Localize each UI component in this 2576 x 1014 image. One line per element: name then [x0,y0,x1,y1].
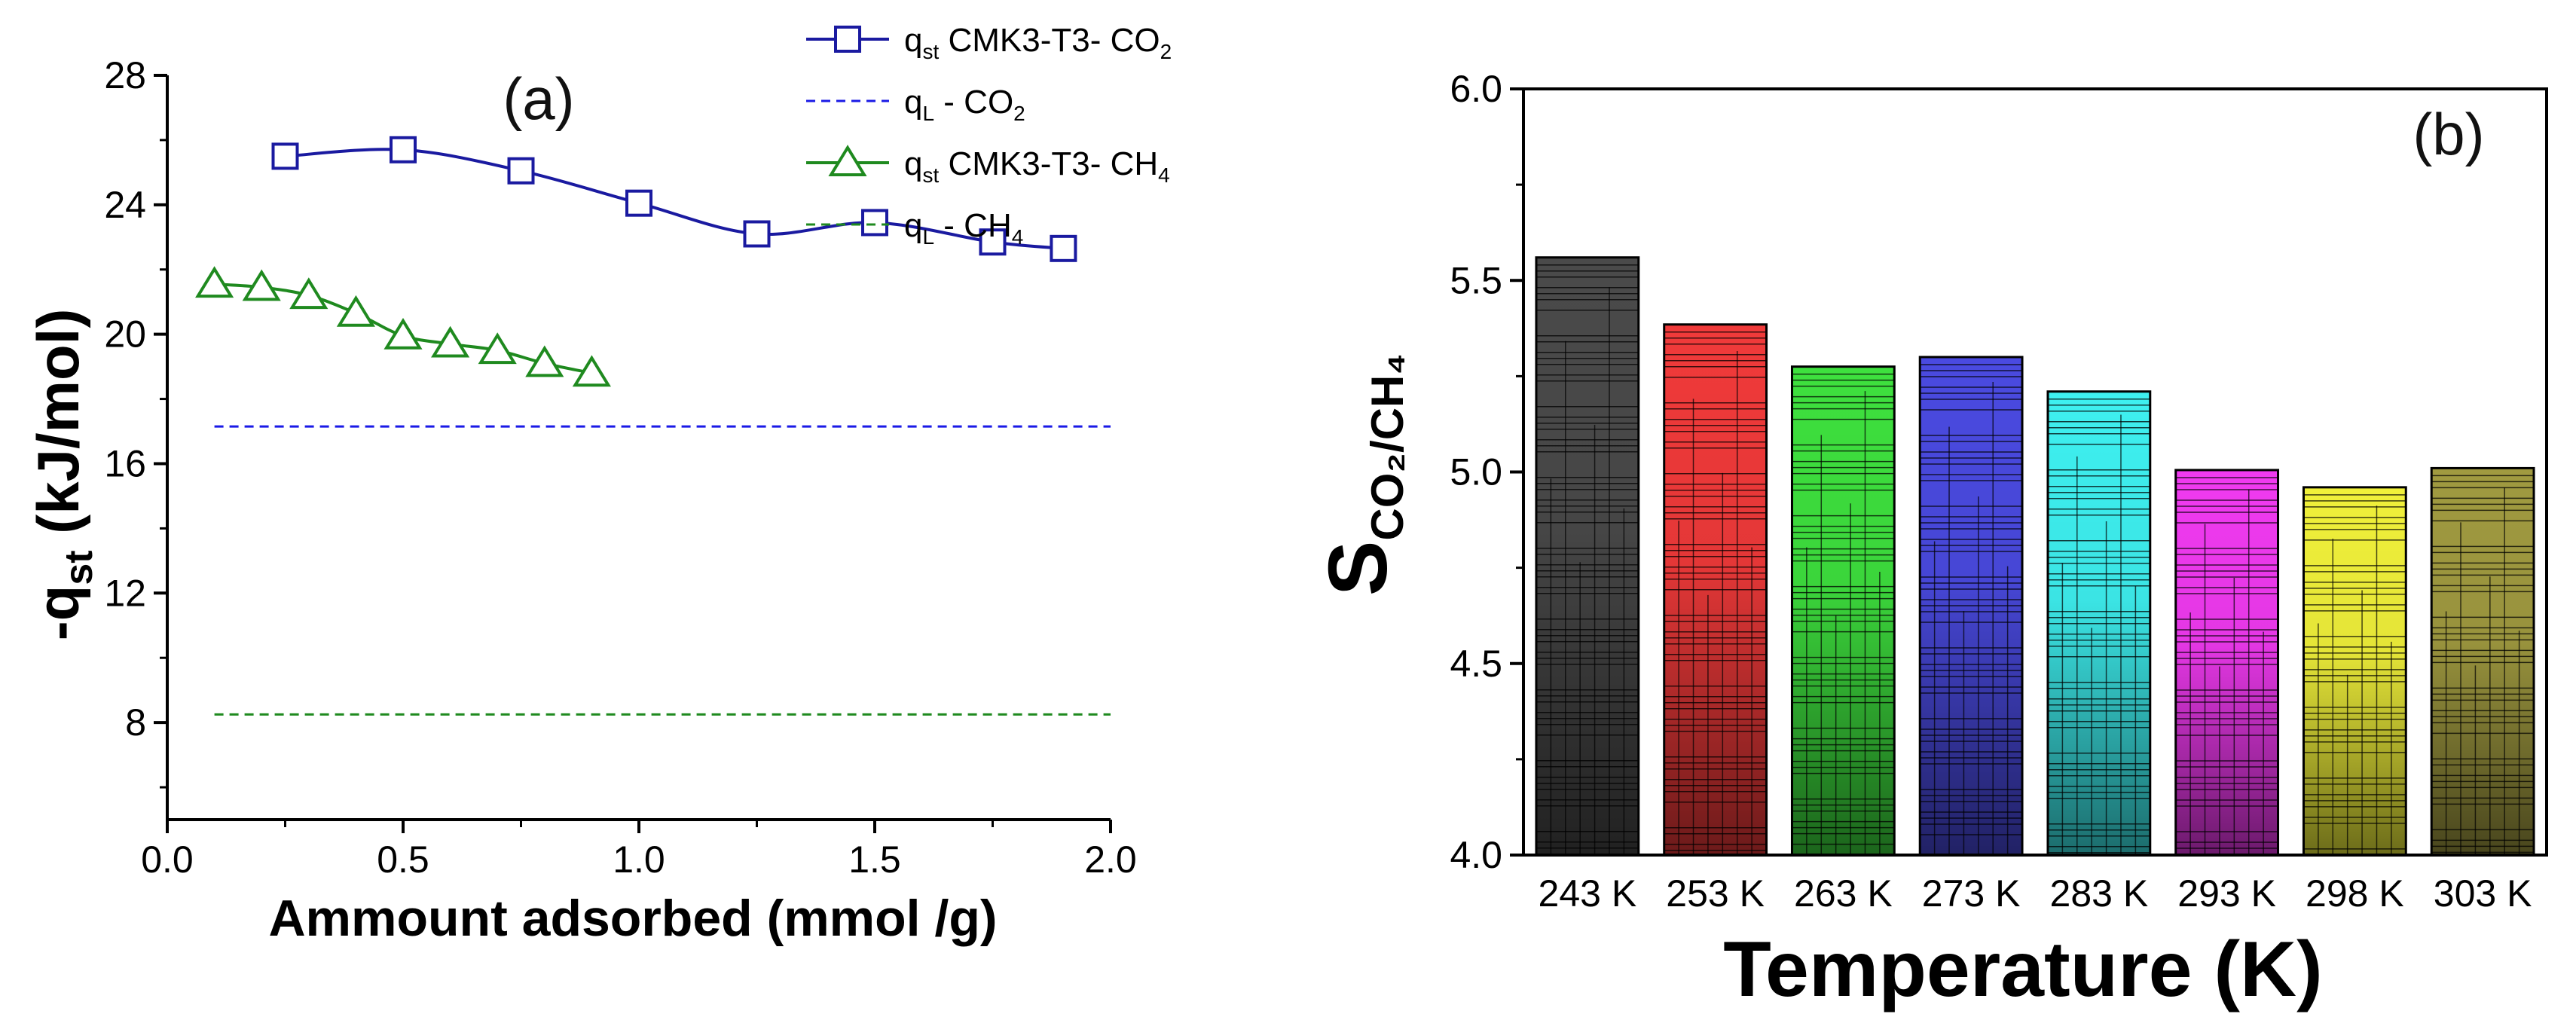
panel-a-y-axis-label: -qst (kJ/mol) [25,309,101,641]
panel-a-x-tick-label: 0.0 [141,838,194,881]
panel-a-series-2-point [383,317,423,350]
panel-b-category-label: 253 K [1666,872,1765,915]
panel-a-legend-marker [828,145,867,176]
panel-b-bar [1790,365,1896,857]
panel-b-ticks: 4.0 4.5 5.0 5.5 6.0 243 K 253 K 263 K 273 K 283 K… [1450,68,2532,915]
panel-a-legend-label: qst CMK3-T3- CO2 [904,22,1172,63]
panel-a-series-2-point [336,295,375,327]
panel-b-bar [1535,256,1640,857]
panel-a-series-2-point [572,355,611,387]
panel-b-category-label: 263 K [1794,872,1893,915]
panel-a-series-2-point [289,277,328,310]
panel-a-series-0-point [861,209,888,237]
panel-a-series-group [195,136,1111,716]
panel-a-y-tick-label: 12 [104,572,146,614]
panel-b-y-tick-label: 4.0 [1450,834,1502,876]
panel-a-series-0-point [271,142,299,170]
panel-b-y-label-main: S [1312,541,1404,596]
panel-a-legend-marker [834,26,861,53]
panel-a-x-tick-label: 2.0 [1084,838,1137,881]
panel-a-y-label-sub: st [57,550,101,585]
panel-b-bar-shade [2175,469,2278,855]
panel-a-y-label-unit: (kJ/mol) [25,309,91,551]
panel-a-x-tick-label: 1.5 [848,838,901,881]
panel-b-y-tick-label: 5.5 [1450,259,1502,301]
panel-a-y-tick-label: 16 [104,442,146,484]
panel-a-y-tick-label: 24 [104,184,146,226]
panel-b-bars-group [1535,256,2535,857]
panel-a-y-tick-label: 20 [104,313,146,356]
panel-a-label: (a) [503,66,574,132]
panel-a-series-2-point [195,266,234,298]
panel-b-bar [1663,323,1768,857]
panel-b-bar-shade [2303,487,2406,855]
panel-b-category-label: 298 K [2306,872,2404,915]
panel-a-series-0-point [1050,234,1077,262]
panel-a-series-0-point [979,228,1007,256]
panel-a-ticks: 0.0 0.5 1.0 1.5 2.0 8 12 16 20 24 28 [104,54,1136,881]
panel-a-legend-label: qst CMK3-T3- CH4 [904,145,1170,187]
panel-a-series-2-point [431,325,470,358]
panel-b-y-tick-label: 4.5 [1450,643,1502,685]
panel-a-line-chart: 0.0 0.5 1.0 1.5 2.0 8 12 16 20 24 28 (a) Ammount a… [25,22,1172,947]
panel-a-axes [166,75,1111,821]
panel-a-x-tick-label: 1.0 [613,838,665,881]
panel-b-category-label: 243 K [1539,872,1637,915]
panel-b-x-axis-label: Temperature (K) [1723,926,2323,1013]
panel-a-series-0-point [625,189,652,217]
panel-a-series-0-point [390,136,417,163]
panel-a-legend-label: qL - CO2 [904,84,1025,125]
panel-a-x-tick-label: 0.5 [377,838,429,881]
panel-b-y-tick-label: 6.0 [1450,68,1502,110]
panel-b-bar-shade [1536,257,1639,855]
panel-b-y-tick-label: 5.0 [1450,451,1502,493]
panel-a-series-2-point [478,332,517,365]
panel-b-bar [2046,390,2152,857]
panel-b-bar [2430,466,2535,857]
panel-a-y-tick-label: 8 [125,701,146,744]
panel-b-bar [2302,486,2407,857]
panel-b-category-label: 303 K [2434,872,2532,915]
panel-b-category-label: 273 K [1922,872,2021,915]
panel-b-bar-chart: 4.0 4.5 5.0 5.5 6.0 243 K 253 K 263 K 273 K 283 K… [1312,68,2548,1013]
panel-a-x-axis-label: Ammount adsorbed (mmol /g) [268,890,997,947]
panel-b-bar [2174,469,2280,857]
panel-a-series-2-point [525,345,564,377]
panel-b-category-label: 283 K [2050,872,2149,915]
panel-b-bar-shade [1792,366,1895,856]
panel-b-y-label-sub: CO₂/CH₄ [1362,353,1413,541]
panel-b-category-label: 293 K [2177,872,2276,915]
panel-b-bar [1918,356,2024,857]
panel-a-series-2-point [242,269,281,301]
panel-a-series-0-point [743,220,771,248]
panel-a-legend: qst CMK3-T3- CO2 qL - CO2 qst CMK3-T3- CH4… [806,22,1172,249]
panel-b-label: (b) [2413,101,2484,167]
panel-b-y-axis-label: SCO₂/CH₄ [1312,353,1413,596]
panel-a-series-0-point [507,157,535,185]
panel-a-y-tick-label: 28 [104,54,146,96]
panel-b-bar-shade [2431,468,2535,855]
panel-a-legend-label: qL - CH4 [904,207,1023,249]
panel-a-y-label-main: -q [25,585,91,641]
